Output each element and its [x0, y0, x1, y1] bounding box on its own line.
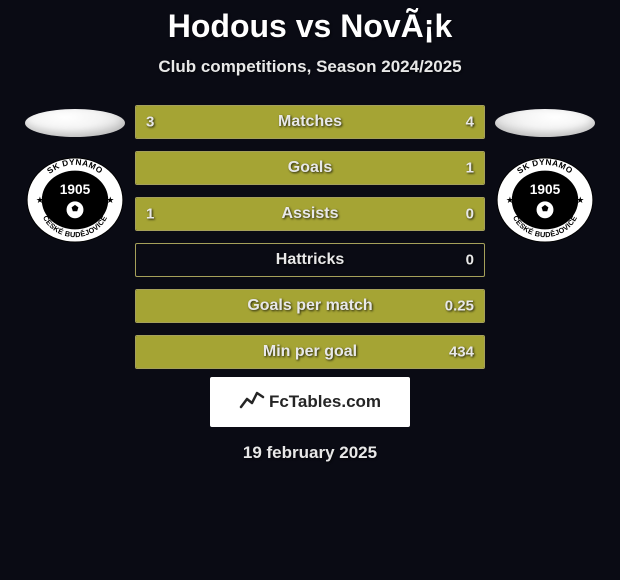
player-silhouette-right — [495, 109, 595, 137]
svg-text:★: ★ — [36, 195, 44, 205]
stats-column: Matches 3 4 Goals 1 Assists 1 0 Hattricks 0 Goals … — [135, 105, 485, 369]
bar-fill-left — [136, 106, 285, 138]
club-badge-right: 1905SK DYNAMOČESKÉ BUDĚJOVICE★★ — [496, 157, 594, 243]
stat-bar: Min per goal 434 — [135, 335, 485, 369]
stat-label: Min per goal — [263, 343, 357, 361]
stat-bar: Goals per match 0.25 — [135, 289, 485, 323]
stat-label: Matches — [278, 113, 342, 131]
svg-text:1905: 1905 — [60, 182, 91, 197]
club-badge-left: 1905SK DYNAMOČESKÉ BUDĚJOVICE★★ — [26, 157, 124, 243]
player-silhouette-left — [25, 109, 125, 137]
stat-value-right: 1 — [466, 160, 474, 177]
stat-value-right: 0 — [466, 206, 474, 223]
right-player-col: 1905SK DYNAMOČESKÉ BUDĚJOVICE★★ — [485, 105, 605, 243]
stat-value-right: 0 — [466, 252, 474, 269]
left-player-col: 1905SK DYNAMOČESKÉ BUDĚJOVICE★★ — [15, 105, 135, 243]
stat-bar: Hattricks 0 — [135, 243, 485, 277]
logo-icon — [239, 387, 265, 418]
svg-text:★: ★ — [106, 195, 114, 205]
stat-value-right: 0.25 — [445, 298, 474, 315]
svg-text:1905: 1905 — [530, 182, 561, 197]
logo-text: FcTables.com — [269, 392, 381, 412]
stat-value-right: 434 — [449, 344, 474, 361]
root-container: Hodous vs NovÃ¡k Club competitions, Seas… — [0, 0, 620, 580]
stat-bar: Goals 1 — [135, 151, 485, 185]
stat-bar: Matches 3 4 — [135, 105, 485, 139]
svg-text:★: ★ — [506, 195, 514, 205]
date-text: 19 february 2025 — [243, 443, 377, 463]
page-title: Hodous vs NovÃ¡k — [168, 8, 452, 45]
stat-label: Goals — [288, 159, 332, 177]
stat-value-left: 3 — [146, 114, 154, 131]
stat-label: Assists — [282, 205, 339, 223]
stat-value-right: 4 — [466, 114, 474, 131]
site-logo: FcTables.com — [210, 377, 410, 427]
stat-label: Hattricks — [276, 251, 344, 269]
stat-value-left: 1 — [146, 206, 154, 223]
subtitle: Club competitions, Season 2024/2025 — [158, 57, 461, 77]
stat-label: Goals per match — [247, 297, 372, 315]
svg-text:★: ★ — [576, 195, 584, 205]
main-row: 1905SK DYNAMOČESKÉ BUDĚJOVICE★★ Matches3… — [0, 105, 620, 369]
stat-bar: Assists 1 0 — [135, 197, 485, 231]
